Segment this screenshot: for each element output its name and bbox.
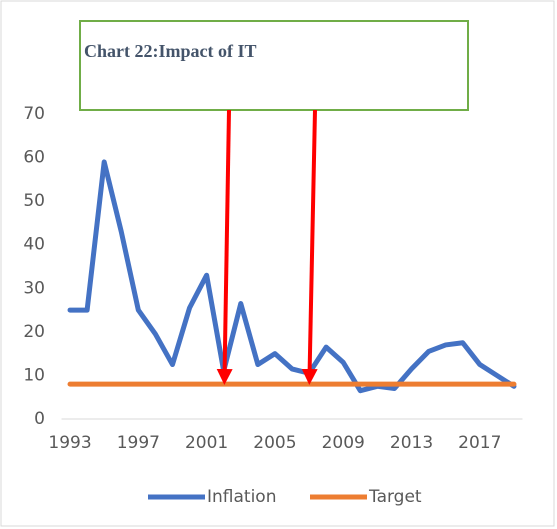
y-tick-label: 0 (34, 409, 45, 429)
title-box (79, 20, 469, 111)
y-tick-label: 30 (23, 278, 45, 298)
y-tick-label: 40 (23, 235, 45, 255)
arrow (301, 109, 318, 385)
y-tick-label: 10 (23, 365, 45, 385)
y-tick-label: 50 (23, 191, 45, 211)
series-line (67, 159, 517, 394)
y-tick-label: 60 (23, 148, 45, 168)
legend-label: Inflation (207, 487, 276, 507)
x-tick-label: 2001 (185, 433, 228, 453)
x-tick-label: 1997 (117, 433, 160, 453)
chart-title: Chart 22:Impact of IT (84, 41, 257, 61)
x-tick-label: 1993 (48, 433, 91, 453)
arrow (216, 109, 233, 385)
x-tick-label: 2005 (253, 433, 296, 453)
legend-label: Target (368, 487, 422, 507)
y-tick-label: 70 (23, 104, 45, 124)
x-tick-label: 2013 (390, 433, 433, 453)
y-tick-label: 20 (23, 322, 45, 342)
x-tick-label: 2009 (322, 433, 365, 453)
x-tick-label: 2017 (458, 433, 501, 453)
